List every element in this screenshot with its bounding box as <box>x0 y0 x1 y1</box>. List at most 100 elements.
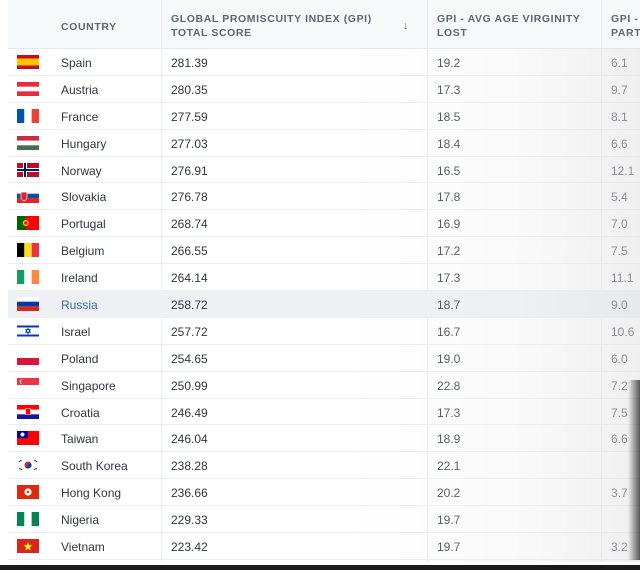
avg-age-virginity-lost: 22.8 <box>437 378 461 393</box>
country-name[interactable]: Croatia <box>61 405 100 420</box>
avg-age-virginity-lost: 17.3 <box>437 82 461 97</box>
partners-value: 7.5 <box>611 244 628 259</box>
partners-value: 6.6 <box>611 136 628 151</box>
column-header-country[interactable]: COUNTRY <box>61 21 117 33</box>
gpi-total-score: 276.78 <box>171 190 208 205</box>
table-row[interactable]: Croatia 246.49 17.3 7.5 <box>8 399 640 426</box>
table-body: Spain 281.39 19.2 6.1 Austria 280.35 17.3 9.7 Fr… <box>8 49 640 560</box>
partners-value: 12.1 <box>611 163 635 178</box>
gpi-total-score: 223.42 <box>171 540 208 555</box>
country-name[interactable]: Spain <box>61 56 92 70</box>
table-row[interactable]: France 277.59 18.5 8.1 <box>8 103 640 130</box>
gpi-total-score: 229.33 <box>171 513 208 528</box>
partners-value: 7.5 <box>611 405 628 420</box>
country-name[interactable]: France <box>61 109 99 124</box>
table-row[interactable]: Portugal 268.74 16.9 7.0 <box>8 210 640 238</box>
partners-value: 9.0 <box>611 298 628 313</box>
flag-pt-icon <box>17 216 39 231</box>
gpi-total-score: 280.35 <box>171 82 208 97</box>
gpi-total-score: 276.91 <box>171 163 208 178</box>
avg-age-virginity-lost: 16.5 <box>437 163 461 178</box>
country-name[interactable]: Poland <box>61 351 99 366</box>
table-row[interactable]: Norway 276.91 16.5 12.1 <box>8 157 640 184</box>
flag-ng-icon <box>17 512 39 527</box>
country-name[interactable]: Ireland <box>61 271 98 286</box>
table-row[interactable]: Spain 281.39 19.2 6.1 <box>8 49 640 76</box>
flag-tw-icon <box>17 431 39 446</box>
avg-age-virginity-lost: 16.7 <box>437 324 461 339</box>
photo-bottom-edge <box>0 565 640 570</box>
partners-value: 6.1 <box>611 56 628 70</box>
flag-no-icon <box>17 162 39 177</box>
avg-age-virginity-lost: 18.7 <box>437 298 461 313</box>
country-name[interactable]: Austria <box>61 82 99 97</box>
country-name[interactable]: Hong Kong <box>61 486 122 501</box>
flag-hk-icon <box>17 485 39 500</box>
partners-value: 3.2 <box>611 540 628 555</box>
flag-es-icon <box>17 55 39 69</box>
table-row[interactable]: Austria 280.35 17.3 9.7 <box>8 76 640 103</box>
avg-age-virginity-lost: 18.5 <box>437 109 461 124</box>
flag-hu-icon <box>17 135 39 150</box>
table-row[interactable]: Belgium 266.55 17.2 7.5 <box>8 237 640 265</box>
column-header-virginity-age[interactable]: GPI - AVG AGE VIRGINITY LOST <box>437 13 581 39</box>
country-name[interactable]: Hungary <box>61 136 107 151</box>
partners-value: 3.7 <box>611 486 628 501</box>
country-name[interactable]: South Korea <box>61 459 128 474</box>
table-row[interactable]: Hungary 277.03 18.4 6.6 <box>8 130 640 157</box>
table-row[interactable]: Vietnam 223.42 19.7 3.2 <box>8 533 640 560</box>
column-header-gpi-total[interactable]: GLOBAL PROMISCUITY INDEX (GPI) TOTAL SCO… <box>171 13 372 39</box>
avg-age-virginity-lost: 18.4 <box>437 136 461 151</box>
country-name[interactable]: Russia <box>61 298 98 313</box>
table-row[interactable]: Taiwan 246.04 18.9 6.6 <box>8 425 640 453</box>
sort-descending-icon[interactable]: ↓ <box>403 20 409 32</box>
partners-value: 9.7 <box>611 82 628 97</box>
gpi-total-score: 258.72 <box>171 298 208 313</box>
table-row[interactable]: Nigeria 229.33 19.7 <box>8 506 640 534</box>
avg-age-virginity-lost: 17.2 <box>437 244 461 259</box>
partners-value: 5.4 <box>611 190 628 205</box>
partners-value: 6.6 <box>611 432 628 447</box>
country-name[interactable]: Norway <box>61 163 102 178</box>
flag-ru-icon <box>17 297 39 312</box>
avg-age-virginity-lost: 22.1 <box>437 459 461 474</box>
partners-value: 10.6 <box>611 324 635 339</box>
gpi-total-score: 268.74 <box>171 217 208 232</box>
country-name[interactable]: Singapore <box>61 378 116 393</box>
gpi-total-score: 277.03 <box>171 136 208 151</box>
flag-pl-icon <box>17 350 39 365</box>
flag-fr-icon <box>17 108 39 123</box>
table-row[interactable]: Poland 254.65 19.0 6.0 <box>8 345 640 372</box>
partners-value: 7.0 <box>611 217 628 232</box>
avg-age-virginity-lost: 19.0 <box>437 351 461 366</box>
table-row[interactable]: Slovakia 276.78 17.8 5.4 <box>8 183 640 211</box>
flag-be-icon <box>17 243 39 258</box>
table-row[interactable]: Russia 258.72 18.7 9.0 <box>8 291 640 318</box>
flag-sg-icon <box>17 377 39 392</box>
country-name[interactable]: Belgium <box>61 244 105 259</box>
table-row[interactable]: Hong Kong 236.66 20.2 3.7 <box>8 479 640 507</box>
country-name[interactable]: Israel <box>61 324 91 339</box>
country-name[interactable]: Slovakia <box>61 190 107 205</box>
rankings-table: COUNTRY GLOBAL PROMISCUITY INDEX (GPI) T… <box>8 0 640 562</box>
table-row[interactable]: Israel 257.72 16.7 10.6 <box>8 318 640 345</box>
gpi-total-score: 264.14 <box>171 271 208 286</box>
flag-sk-icon <box>17 189 39 204</box>
partners-value: 8.1 <box>611 109 628 124</box>
gpi-total-score: 250.99 <box>171 378 208 393</box>
country-name[interactable]: Taiwan <box>61 432 99 447</box>
country-name[interactable]: Nigeria <box>61 513 100 528</box>
table-row[interactable]: Singapore 250.99 22.8 7.2 <box>8 372 640 399</box>
column-header-partners[interactable]: GPI - PARTI <box>611 13 640 39</box>
table-row[interactable]: Ireland 264.14 17.3 11.1 <box>8 264 640 292</box>
avg-age-virginity-lost: 17.3 <box>437 271 461 286</box>
country-name[interactable]: Portugal <box>61 217 106 232</box>
gpi-total-score: 254.65 <box>171 351 208 366</box>
table-row[interactable]: South Korea 238.28 22.1 <box>8 452 640 480</box>
flag-il-icon <box>17 323 39 338</box>
partners-value: 7.2 <box>611 378 628 393</box>
gpi-total-score: 246.49 <box>171 405 208 420</box>
gpi-total-score: 281.39 <box>171 56 208 70</box>
country-name[interactable]: Vietnam <box>61 540 105 555</box>
avg-age-virginity-lost: 19.7 <box>437 540 461 555</box>
